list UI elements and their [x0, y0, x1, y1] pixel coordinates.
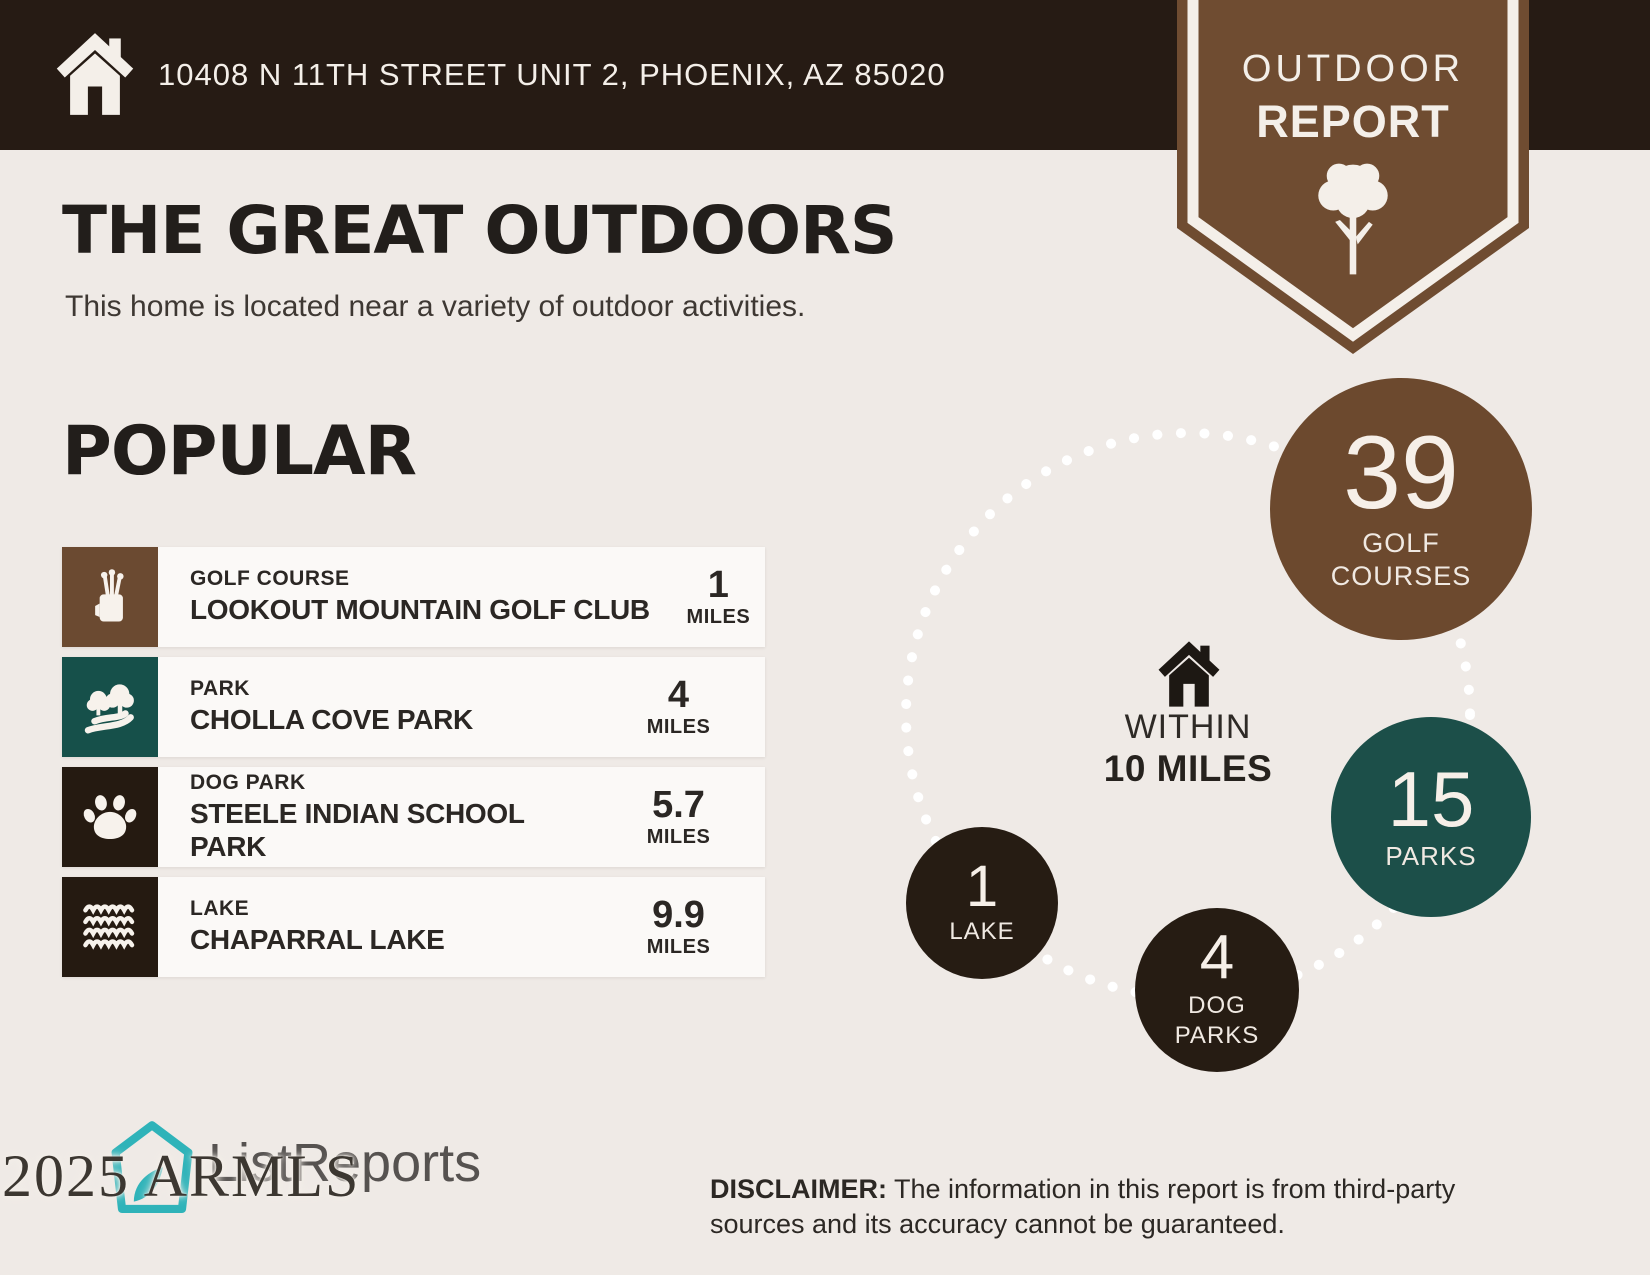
armls-watermark: 2025 ARMLS [2, 1143, 361, 1209]
list-item-text: LAKE CHAPARRAL LAKE [158, 877, 610, 977]
item-category: PARK [190, 677, 250, 701]
home-icon [56, 33, 134, 115]
radius-dotted-ring [901, 428, 1475, 1002]
item-category: DOG PARK [190, 771, 306, 795]
item-name: LOOKOUT MOUNTAIN GOLF CLUB [190, 594, 650, 626]
list-item-text: PARK CHOLLA COVE PARK [158, 657, 610, 757]
item-category: GOLF COURSE [190, 567, 350, 591]
item-distance: 9.9 [652, 893, 705, 936]
item-name: STEELE INDIAN SCHOOL PARK [190, 798, 525, 862]
stat-label: DOG PARKS [1174, 991, 1260, 1049]
banner-title-line2: REPORT [1256, 96, 1450, 147]
stat-lake: 1 LAKE [906, 827, 1058, 979]
listreports-logo-text: ListReports [208, 1133, 482, 1193]
disclaimer: DISCLAIMER: The information in this repo… [710, 1172, 1500, 1242]
list-item-text: GOLF COURSE LOOKOUT MOUNTAIN GOLF CLUB [158, 547, 650, 647]
golf-bag-icon [62, 547, 158, 647]
center-home-icon [1158, 641, 1220, 707]
listreports-logo-icon [111, 1121, 193, 1213]
list-item-dog-park: DOG PARK STEELE INDIAN SCHOOL PARK 5.7 M… [62, 767, 765, 867]
item-distance-unit: MILES [686, 605, 751, 628]
list-item-park: PARK CHOLLA COVE PARK 4 MILES [62, 657, 765, 757]
item-distance-block: 1 MILES [650, 547, 805, 647]
item-distance: 1 [707, 563, 729, 606]
item-distance: 5.7 [652, 783, 705, 826]
list-item-text: DOG PARK STEELE INDIAN SCHOOL PARK [158, 767, 610, 867]
paw-icon [62, 767, 158, 867]
stat-label: PARKS [1385, 840, 1477, 871]
item-distance-block: 4 MILES [610, 657, 765, 757]
disclaimer-text: The information in this report is from t… [710, 1174, 1456, 1240]
page-subtitle: This home is located near a variety of o… [65, 290, 806, 323]
item-distance-unit: MILES [646, 715, 711, 738]
page-title: THE GREAT OUTDOORS [62, 192, 897, 269]
item-category: LAKE [190, 897, 250, 921]
park-trees-icon [62, 657, 158, 757]
item-distance-unit: MILES [646, 825, 711, 848]
outdoor-report-banner: OUTDOOR REPORT [1177, 0, 1529, 362]
disclaimer-label: DISCLAIMER: [710, 1174, 887, 1204]
stat-value: 39 [1343, 414, 1459, 531]
property-address: 10408 N 11TH STREET UNIT 2, PHOENIX, AZ … [158, 57, 946, 92]
banner-title-line1: OUTDOOR [1241, 48, 1465, 90]
stat-value: 15 [1387, 754, 1475, 843]
stat-dog-parks: 4 DOG PARKS [1135, 908, 1299, 1072]
radius-label-line2: 10 MILES [1103, 748, 1273, 789]
list-item-golf-course: GOLF COURSE LOOKOUT MOUNTAIN GOLF CLUB 1… [62, 547, 765, 647]
stat-value: 4 [1199, 923, 1235, 993]
stat-parks: 15 PARKS [1331, 717, 1531, 917]
item-distance-block: 5.7 MILES [610, 767, 765, 867]
stat-label: GOLF COURSES [1330, 527, 1472, 592]
waves-icon [62, 877, 158, 977]
list-item-lake: LAKE CHAPARRAL LAKE 9.9 MILES [62, 877, 765, 977]
stat-golf-courses: 39 GOLF COURSES [1270, 378, 1532, 640]
popular-list: GOLF COURSE LOOKOUT MOUNTAIN GOLF CLUB 1… [62, 547, 765, 987]
item-distance-unit: MILES [646, 935, 711, 958]
item-distance-block: 9.9 MILES [610, 877, 765, 977]
radius-label-line1: WITHIN [1124, 708, 1252, 746]
stat-value: 1 [965, 853, 999, 919]
stat-label: LAKE [949, 918, 1015, 946]
popular-heading: POPULAR [62, 412, 417, 491]
item-distance: 4 [667, 673, 690, 716]
tree-icon [1318, 163, 1388, 275]
item-name: CHAPARRAL LAKE [190, 924, 445, 956]
item-name: CHOLLA COVE PARK [190, 704, 473, 736]
